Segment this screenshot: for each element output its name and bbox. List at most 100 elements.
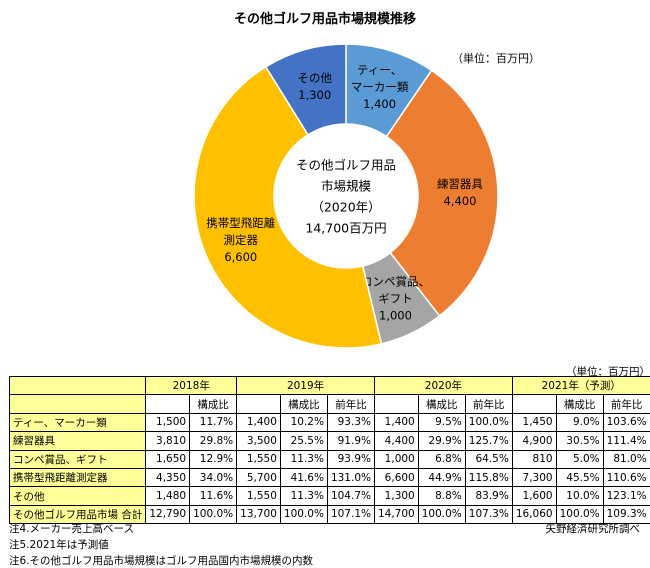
subheader-composition: 構成比: [279, 394, 328, 414]
note-line: 注5.2021年は予測値: [9, 539, 109, 551]
table-cell: 91.9%: [326, 431, 375, 451]
table-cell: 12,790: [145, 504, 191, 525]
table-cell: 100.0%: [464, 412, 513, 433]
subheader-composition: 構成比: [555, 394, 604, 414]
table-subheader-row: 構成比 構成比 前年比 構成比 前年比 構成比 前年比: [8, 394, 650, 414]
table-unit-label: （単位：百万円）: [566, 366, 650, 378]
row-label: コンペ賞品、ギフト: [8, 449, 147, 469]
slice-value-label: 1,400: [363, 97, 396, 111]
row-label: 練習器具: [8, 431, 147, 451]
table-row: ティー、マーカー類 1,500 11.7% 1,400 10.2% 93.3% 1,400 9…: [8, 412, 650, 433]
slice-value-label: 1,300: [298, 88, 331, 102]
note-line: 注6.その他ゴルフ用品市場規模はゴルフ用品国内市場規模の内数: [9, 555, 314, 567]
table-cell: 12.9%: [189, 449, 238, 469]
table-cell: 1,600: [511, 486, 557, 506]
table-cell: 103.6%: [602, 412, 650, 433]
table-cell: 4,900: [511, 431, 557, 451]
slice-label: コンペ賞品、: [361, 275, 430, 289]
table-cell: 107.3%: [464, 504, 513, 525]
table-corner: [8, 375, 147, 396]
table-cell: 44.9%: [417, 467, 466, 488]
table-cell: 1,300: [373, 486, 419, 506]
subheader-composition: 構成比: [417, 394, 466, 414]
table-cell: 41.6%: [279, 467, 328, 488]
slice-label: ギフト: [378, 292, 413, 306]
row-label: 携帯型飛距離測定器: [8, 467, 147, 488]
table-cell: 8.8%: [417, 486, 466, 506]
table-cell: 123.1%: [602, 486, 650, 506]
subheader-yoy: 前年比: [326, 394, 375, 414]
table-row: その他 1,480 11.6% 1,550 11.3% 104.7% 1,300 8.8% 83…: [8, 486, 650, 506]
slice-value-label: 6,600: [224, 250, 257, 264]
table-cell: 11.7%: [189, 412, 238, 433]
table-cell: 81.0%: [602, 449, 650, 469]
donut-center-label: （2020年）: [311, 200, 380, 215]
table-cell: 10.0%: [555, 486, 604, 506]
row-label: その他: [8, 486, 147, 506]
table-cell: 5.0%: [555, 449, 604, 469]
slice-value-label: 4,400: [443, 194, 476, 208]
table-cell: 1,450: [511, 412, 557, 433]
chart-unit-label: （単位：百万円）: [452, 52, 540, 65]
table-cell: 34.0%: [189, 467, 238, 488]
slice-label: ティー、: [357, 63, 402, 77]
table-cell: 64.5%: [464, 449, 513, 469]
table-cell: 13,700: [236, 504, 281, 525]
table-cell: 1,500: [145, 412, 191, 433]
subheader-composition: 構成比: [189, 394, 238, 414]
table-cell: 107.1%: [326, 504, 375, 525]
donut-slice: [385, 69, 499, 317]
table-cell: 45.5%: [555, 467, 604, 488]
table-cell: 1,480: [145, 486, 191, 506]
table-cell: 3,810: [145, 431, 191, 451]
table-cell: 11.3%: [279, 449, 328, 469]
row-label: ティー、マーカー類: [8, 412, 147, 433]
table-cell: 93.3%: [326, 412, 375, 433]
table-cell: 9.5%: [417, 412, 466, 433]
table-cell: 1,550: [236, 449, 281, 469]
table-cell: 14,700: [373, 504, 419, 525]
table-row: 携帯型飛距離測定器 4,350 34.0% 5,700 41.6% 131.0% 6,600…: [8, 467, 650, 488]
donut-center-label: 14,700百万円: [305, 221, 386, 236]
table-cell: 1,000: [373, 449, 419, 469]
year-header-2019: 2019年: [236, 375, 375, 396]
slice-label: マーカー類: [351, 80, 409, 94]
table-cell: 16,060: [511, 504, 557, 525]
table-cell: 115.8%: [464, 467, 513, 488]
table-cell: 7,300: [511, 467, 557, 488]
table-row: コンペ賞品、ギフト 1,650 12.9% 1,550 11.3% 93.9% 1,000 6…: [8, 449, 650, 469]
market-size-table: 2018年 2019年 2020年 2021年（予測） 構成比 構成比 前年比 …: [8, 375, 650, 525]
table-cell: 5,700: [236, 467, 281, 488]
table-cell: 131.0%: [326, 467, 375, 488]
table-cell: 100.0%: [555, 504, 604, 525]
subheader-yoy: 前年比: [464, 394, 513, 414]
table-row: その他ゴルフ用品市場 合計 12,790 100.0% 13,700 100.0% 107…: [8, 504, 650, 525]
table-cell: 810: [511, 449, 557, 469]
subheader-yoy: 前年比: [602, 394, 650, 414]
source-credit: 矢野経済研究所調べ: [545, 523, 641, 535]
table-cell: 1,650: [145, 449, 191, 469]
table-cell: 1,400: [236, 412, 281, 433]
slice-label: 測定器: [224, 233, 259, 247]
table-cell: 111.4%: [602, 431, 650, 451]
table-corner-sub: [8, 394, 147, 414]
table-cell: 29.9%: [417, 431, 466, 451]
year-header-2018: 2018年: [145, 375, 238, 396]
table-cell: 9.0%: [555, 412, 604, 433]
chart-title: その他ゴルフ用品市場規模推移: [233, 12, 416, 27]
table-cell: 30.5%: [555, 431, 604, 451]
table-cell: 104.7%: [326, 486, 375, 506]
table-cell: 6.8%: [417, 449, 466, 469]
table-cell: 4,400: [373, 431, 419, 451]
table-cell: 125.7%: [464, 431, 513, 451]
table-cell: 1,400: [373, 412, 419, 433]
table-cell: 1,550: [236, 486, 281, 506]
year-header-2020: 2020年: [373, 375, 513, 396]
note-line: 注4.メーカー売上高ベース: [9, 523, 134, 535]
table-cell: 25.5%: [279, 431, 328, 451]
year-header-2021: 2021年（予測）: [511, 375, 650, 396]
table-cell: 3,500: [236, 431, 281, 451]
table-cell: 4,350: [145, 467, 191, 488]
slice-value-label: 1,000: [379, 309, 412, 323]
slice-label: その他: [297, 71, 332, 85]
